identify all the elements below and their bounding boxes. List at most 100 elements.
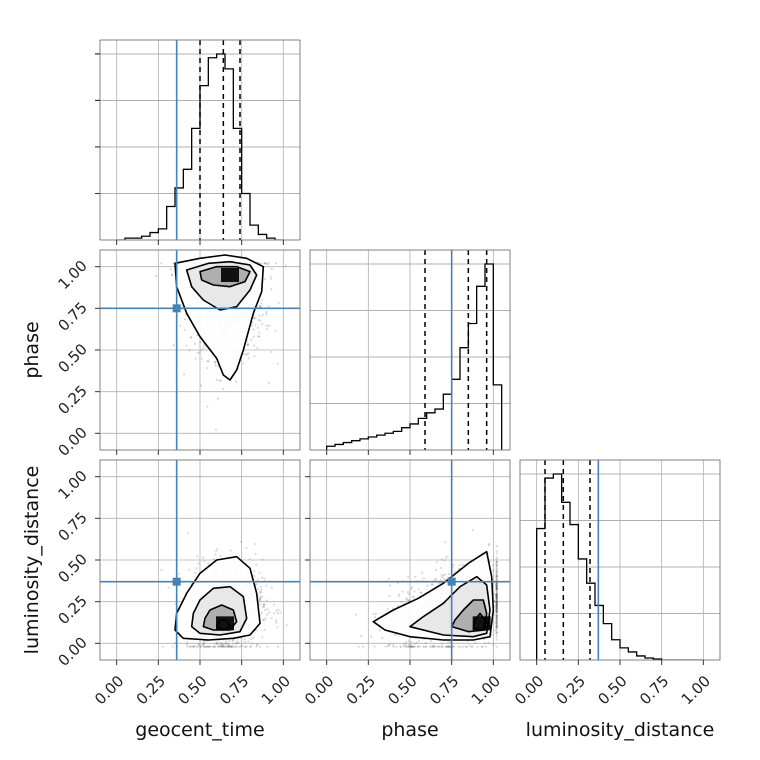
scatter-point xyxy=(229,644,232,648)
scatter-point xyxy=(203,344,206,347)
scatter-point xyxy=(468,644,471,647)
scatter-point xyxy=(267,305,270,308)
scatter-point xyxy=(495,598,498,602)
scatter-point xyxy=(495,635,498,638)
scatter-point xyxy=(251,642,254,645)
scatter-point xyxy=(495,626,498,629)
scatter-point xyxy=(495,606,498,609)
scatter-point xyxy=(268,324,271,327)
scatter-point xyxy=(495,583,498,586)
scatter-point xyxy=(443,559,446,562)
scatter-point xyxy=(494,621,498,624)
scatter-point xyxy=(260,262,263,265)
scatter-point xyxy=(258,597,261,600)
scatter-point xyxy=(495,606,498,609)
scatter-point xyxy=(495,590,498,593)
panel-content xyxy=(310,460,510,660)
scatter-point xyxy=(219,379,222,382)
scatter-point xyxy=(206,645,210,648)
scatter-point xyxy=(275,621,278,624)
scatter-point xyxy=(442,574,445,577)
scatter-point xyxy=(419,591,423,594)
scatter-point xyxy=(495,597,498,600)
scatter-point xyxy=(264,262,267,265)
scatter-point xyxy=(228,645,231,648)
scatter-point xyxy=(212,645,215,648)
scatter-point xyxy=(416,645,419,648)
scatter-point xyxy=(185,344,188,347)
panel-content xyxy=(520,460,720,660)
scatter-point xyxy=(373,645,376,648)
scatter-point xyxy=(263,628,266,631)
scatter-point xyxy=(398,593,401,596)
scatter-point xyxy=(495,619,498,623)
x-axis-label-luminosity_distance: luminosity_distance xyxy=(526,719,715,741)
scatter-point xyxy=(495,590,498,593)
joint-panel-phase-vs-luminosity_distance: 0.00 0.25 0.50 0.75 1.00 xyxy=(301,459,511,708)
scatter-point xyxy=(189,645,192,648)
scatter-point xyxy=(249,638,253,641)
scatter-point xyxy=(203,641,206,644)
scatter-point xyxy=(395,645,398,648)
scatter-point xyxy=(406,591,410,594)
scatter-point xyxy=(495,567,498,570)
scatter-point xyxy=(259,591,262,594)
scatter-point xyxy=(217,643,220,647)
scatter-point xyxy=(495,560,498,563)
scatter-point xyxy=(252,636,255,640)
scatter-point xyxy=(495,568,498,571)
scatter-point xyxy=(402,643,405,646)
scatter-point xyxy=(225,645,228,648)
x-tick-label: 1.00 xyxy=(258,672,294,708)
scatter-point xyxy=(462,645,465,648)
scatter-point xyxy=(262,603,266,606)
scatter-point xyxy=(437,645,441,648)
scatter-point xyxy=(253,355,256,358)
scatter-point xyxy=(495,604,498,607)
scatter-point xyxy=(495,578,498,581)
scatter-point xyxy=(219,641,222,644)
scatter-point xyxy=(171,273,174,276)
scatter-point xyxy=(196,555,199,558)
scatter-point xyxy=(422,576,426,580)
scatter-point xyxy=(410,587,413,591)
scatter-point xyxy=(238,645,241,648)
scatter-point xyxy=(432,645,435,648)
scatter-point xyxy=(252,316,256,320)
scatter-point xyxy=(495,604,498,608)
scatter-point xyxy=(495,621,498,624)
scatter-point xyxy=(220,644,223,647)
scatter-point xyxy=(231,645,234,648)
scatter-point xyxy=(495,613,498,616)
scatter-point xyxy=(495,603,498,607)
scatter-point xyxy=(240,540,243,543)
scatter-point xyxy=(495,601,498,604)
scatter-point xyxy=(207,360,210,363)
y-tick-label: 0.00 xyxy=(54,633,90,669)
contour-line xyxy=(199,265,251,288)
scatter-point xyxy=(400,601,403,604)
scatter-point xyxy=(495,619,498,623)
scatter-point xyxy=(457,567,460,570)
scatter-point xyxy=(205,645,208,648)
scatter-point xyxy=(434,577,438,581)
joint-panel-geocent_time-vs-phase: 0.00 0.25 0.50 0.75 1.00 xyxy=(54,249,301,460)
scatter-point xyxy=(357,645,360,648)
scatter-point xyxy=(223,645,226,648)
scatter-point xyxy=(408,645,412,648)
scatter-point xyxy=(189,336,193,339)
scatter-point xyxy=(495,605,498,608)
scatter-point xyxy=(373,616,377,619)
scatter-point xyxy=(395,633,398,637)
scatter-point xyxy=(202,645,205,648)
scatter-point xyxy=(285,624,288,627)
scatter-point xyxy=(495,593,498,596)
scatter-point xyxy=(495,562,498,565)
scatter-point xyxy=(492,569,495,572)
scatter-point xyxy=(216,365,220,368)
scatter-point xyxy=(242,362,245,365)
scatter-point xyxy=(412,596,416,599)
scatter-point xyxy=(404,642,407,646)
scatter-point xyxy=(202,347,205,350)
scatter-point xyxy=(369,635,373,638)
